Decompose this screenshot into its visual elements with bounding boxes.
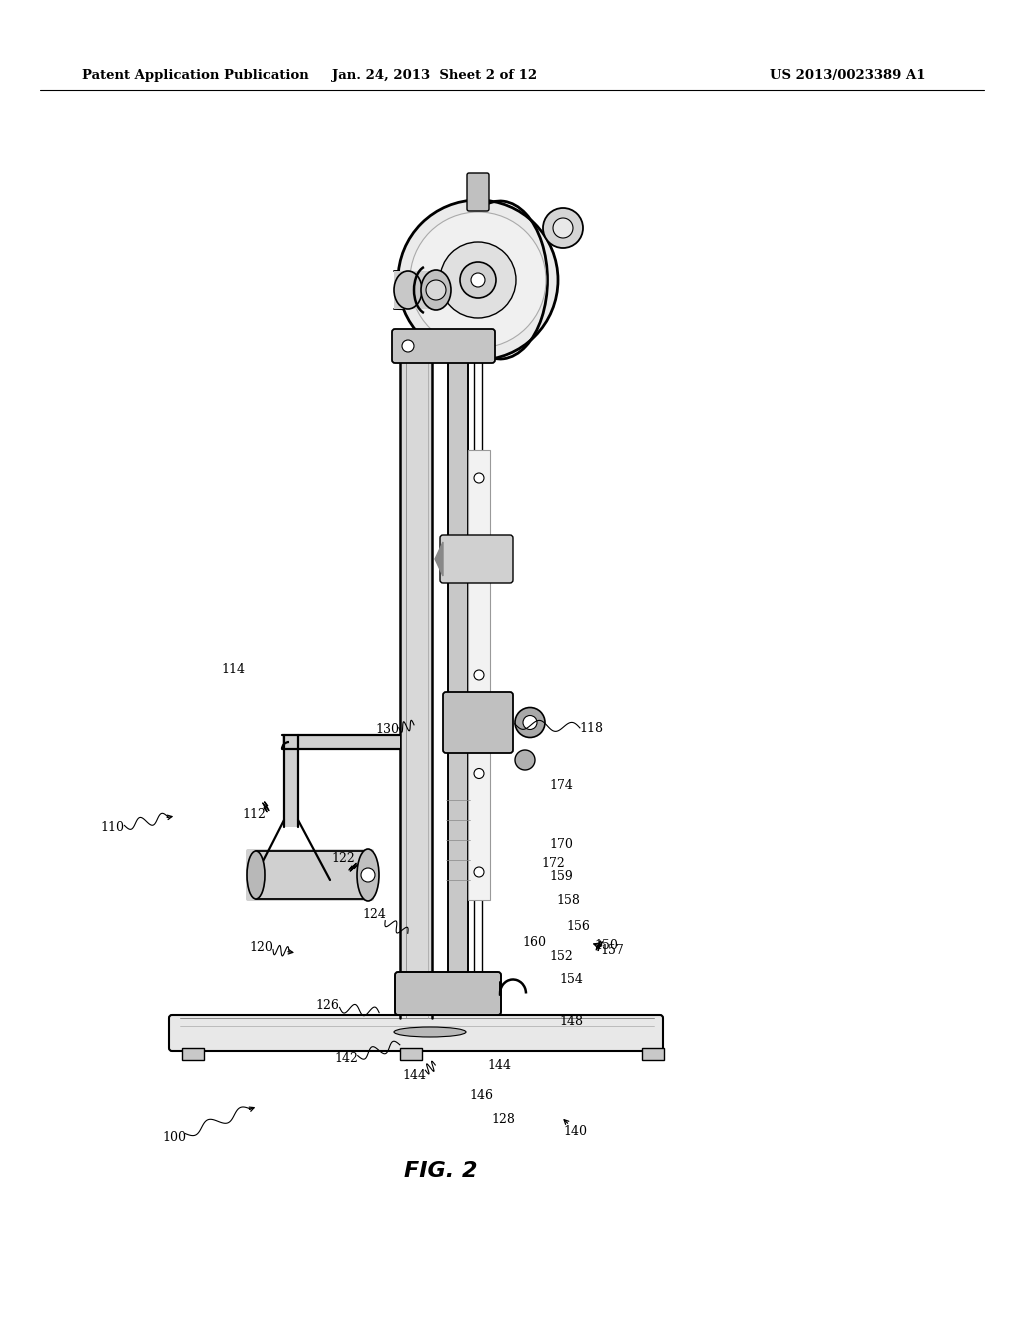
Circle shape [515,750,535,770]
Bar [468,450,490,900]
FancyBboxPatch shape [246,849,374,902]
Bar [642,1048,664,1060]
Bar [284,735,298,828]
Circle shape [474,473,484,483]
Circle shape [410,213,546,348]
Ellipse shape [394,1027,466,1038]
Text: 114: 114 [221,663,246,676]
Ellipse shape [421,271,451,310]
Text: 159: 159 [549,870,573,883]
Text: Jan. 24, 2013  Sheet 2 of 12: Jan. 24, 2013 Sheet 2 of 12 [333,69,538,82]
Text: 170: 170 [549,838,573,851]
Text: 174: 174 [549,779,573,792]
Text: 158: 158 [556,894,581,907]
Text: 110: 110 [100,821,125,834]
Text: 146: 146 [469,1089,494,1102]
Text: 144: 144 [402,1069,427,1082]
Text: 130: 130 [375,723,399,737]
Text: 150: 150 [594,939,618,952]
Circle shape [515,708,545,738]
Text: 156: 156 [566,920,591,933]
Circle shape [523,715,537,730]
Ellipse shape [247,851,265,899]
Circle shape [460,261,496,298]
Bar [182,1048,204,1060]
Text: 172: 172 [541,857,565,870]
Circle shape [398,201,558,360]
Bar [400,1048,422,1060]
Text: 120: 120 [249,941,273,954]
Circle shape [474,671,484,680]
Text: FIG. 2: FIG. 2 [403,1160,477,1181]
Text: 126: 126 [315,999,340,1012]
Text: 118: 118 [580,722,604,735]
Text: 112: 112 [242,808,266,821]
Polygon shape [406,348,464,355]
FancyBboxPatch shape [467,173,489,211]
Ellipse shape [394,271,422,309]
Bar [282,735,400,748]
Text: 160: 160 [522,936,547,949]
Text: 148: 148 [559,1015,584,1028]
Circle shape [474,572,484,582]
FancyBboxPatch shape [443,692,513,752]
Text: 152: 152 [549,950,573,964]
FancyBboxPatch shape [169,1015,663,1051]
Bar [400,341,432,1018]
FancyBboxPatch shape [392,329,495,363]
Text: 140: 140 [563,1125,588,1138]
Text: 100: 100 [162,1131,186,1144]
FancyBboxPatch shape [440,535,513,583]
Circle shape [474,768,484,779]
FancyBboxPatch shape [395,972,501,1015]
Bar [449,341,468,1010]
Circle shape [474,867,484,876]
Bar [394,271,436,309]
Text: 154: 154 [559,973,584,986]
Text: Patent Application Publication: Patent Application Publication [82,69,309,82]
Circle shape [553,218,573,238]
Text: US 2013/0023389 A1: US 2013/0023389 A1 [770,69,926,82]
Text: 124: 124 [362,908,387,921]
Circle shape [426,280,446,300]
Circle shape [402,341,414,352]
Text: 128: 128 [492,1113,516,1126]
Circle shape [361,869,375,882]
Circle shape [471,273,485,286]
Text: 144: 144 [487,1059,512,1072]
Text: 142: 142 [334,1052,358,1065]
Circle shape [440,242,516,318]
Text: 157: 157 [600,944,625,957]
Polygon shape [435,543,443,576]
Text: 122: 122 [331,851,355,865]
Ellipse shape [357,849,379,902]
Circle shape [543,209,583,248]
